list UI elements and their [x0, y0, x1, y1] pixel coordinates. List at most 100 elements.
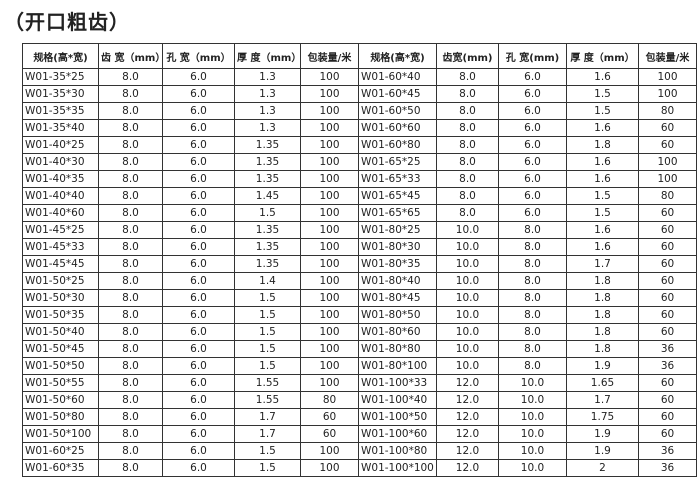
table-cell: 10.0: [436, 221, 499, 239]
table-cell: 8.0: [98, 136, 163, 154]
table-cell: 1.6: [566, 119, 639, 137]
table-cell: 8.0: [98, 306, 163, 324]
table-cell: 60: [638, 425, 697, 443]
table-cell: W01-60*25: [22, 442, 99, 460]
table-cell: 10.0: [436, 340, 499, 358]
table-cell: 60: [638, 272, 697, 290]
table-cell: 8.0: [98, 119, 163, 137]
column-header: 齿宽(mm): [436, 43, 499, 69]
table-cell: W01-80*30: [358, 238, 437, 256]
table-cell: 1.7: [566, 391, 639, 409]
table-cell: 1.5: [234, 357, 301, 375]
table-row: W01-35*25 8.0 6.0 1.3 100 W01-60*40 8.0 6.0 1.6 1…: [22, 68, 697, 86]
table-cell: 1.6: [566, 153, 639, 171]
table-cell: 100: [300, 85, 359, 103]
table-row: W01-50*100 8.0 6.0 1.7 60 W01-100*60 12.0 10.0 1…: [22, 425, 697, 443]
table-cell: 1.5: [566, 85, 639, 103]
table-cell: W01-50*100: [22, 425, 99, 443]
table-cell: 8.0: [436, 187, 499, 205]
table-cell: 6.0: [162, 340, 235, 358]
table-cell: 80: [638, 187, 697, 205]
table-cell: W01-80*50: [358, 306, 437, 324]
table-cell: 100: [300, 204, 359, 222]
table-cell: 1.35: [234, 238, 301, 256]
table-cell: 8.0: [98, 442, 163, 460]
table-cell: 1.75: [566, 408, 639, 426]
table-cell: 10.0: [498, 425, 567, 443]
table-cell: 1.5: [234, 306, 301, 324]
column-header: 孔 宽（mm）: [162, 43, 235, 69]
table-cell: W01-45*45: [22, 255, 99, 273]
table-row: W01-50*30 8.0 6.0 1.5 100 W01-80*45 10.0 8.0 1.8…: [22, 289, 697, 307]
table-cell: 1.55: [234, 374, 301, 392]
table-cell: 8.0: [98, 255, 163, 273]
table-cell: 60: [638, 119, 697, 137]
table-cell: 6.0: [162, 357, 235, 375]
table-cell: 8.0: [436, 153, 499, 171]
table-cell: 8.0: [498, 306, 567, 324]
table-cell: 60: [638, 391, 697, 409]
table-cell: 1.65: [566, 374, 639, 392]
table-cell: 1.6: [566, 170, 639, 188]
table-row: W01-50*80 8.0 6.0 1.7 60 W01-100*50 12.0 10.0 1.…: [22, 408, 697, 426]
table-cell: 60: [638, 408, 697, 426]
table-cell: 60: [638, 323, 697, 341]
table-cell: W01-100*40: [358, 391, 437, 409]
table-cell: 60: [300, 425, 359, 443]
table-cell: 1.3: [234, 85, 301, 103]
table-cell: W01-100*100: [358, 459, 437, 477]
table-cell: 80: [638, 102, 697, 120]
table-cell: 60: [638, 255, 697, 273]
table-cell: W01-50*45: [22, 340, 99, 358]
table-cell: 100: [638, 68, 697, 86]
table-cell: 6.0: [498, 119, 567, 137]
table-cell: W01-80*45: [358, 289, 437, 307]
column-header: 厚 度（mm）: [566, 43, 639, 69]
table-cell: 8.0: [498, 323, 567, 341]
table-cell: 8.0: [98, 340, 163, 358]
table-cell: 10.0: [436, 306, 499, 324]
table-cell: 6.0: [498, 136, 567, 154]
table-cell: 10.0: [436, 323, 499, 341]
table-cell: 100: [300, 442, 359, 460]
table-cell: 8.0: [98, 425, 163, 443]
table-cell: 8.0: [98, 459, 163, 477]
table-row: W01-50*35 8.0 6.0 1.5 100 W01-80*50 10.0 8.0 1.8…: [22, 306, 697, 324]
table-row: W01-50*25 8.0 6.0 1.4 100 W01-80*40 10.0 8.0 1.8…: [22, 272, 697, 290]
table-cell: 1.9: [566, 425, 639, 443]
table-cell: 6.0: [498, 102, 567, 120]
table-cell: 8.0: [436, 68, 499, 86]
table-cell: 100: [300, 340, 359, 358]
spec-table: 规格(高*宽) 齿 宽（mm）孔 宽（mm）厚 度（mm） 包装量/米 规格(高*宽)…: [22, 43, 697, 477]
table-cell: 8.0: [436, 204, 499, 222]
table-cell: 100: [300, 187, 359, 205]
table-cell: 36: [638, 459, 697, 477]
table-cell: W01-40*35: [22, 170, 99, 188]
table-cell: 8.0: [498, 357, 567, 375]
table-cell: 8.0: [436, 170, 499, 188]
table-cell: 1.35: [234, 255, 301, 273]
table-cell: 1.5: [566, 204, 639, 222]
table-cell: 60: [638, 374, 697, 392]
table-cell: 100: [300, 289, 359, 307]
table-cell: 100: [638, 153, 697, 171]
table-cell: 100: [300, 272, 359, 290]
column-header: 规格(高*宽): [22, 43, 99, 69]
table-cell: W01-35*30: [22, 85, 99, 103]
table-cell: 6.0: [162, 119, 235, 137]
table-cell: W01-40*30: [22, 153, 99, 171]
table-cell: W01-45*33: [22, 238, 99, 256]
table-cell: W01-40*25: [22, 136, 99, 154]
table-cell: 12.0: [436, 408, 499, 426]
table-cell: 8.0: [498, 272, 567, 290]
table-cell: W01-35*40: [22, 119, 99, 137]
table-cell: 1.55: [234, 391, 301, 409]
table-cell: 8.0: [98, 374, 163, 392]
table-cell: 1.5: [234, 323, 301, 341]
table-cell: 6.0: [162, 255, 235, 273]
table-cell: 8.0: [498, 340, 567, 358]
table-cell: 6.0: [498, 85, 567, 103]
table-cell: 6.0: [498, 68, 567, 86]
table-cell: 6.0: [162, 289, 235, 307]
table-cell: 10.0: [498, 408, 567, 426]
